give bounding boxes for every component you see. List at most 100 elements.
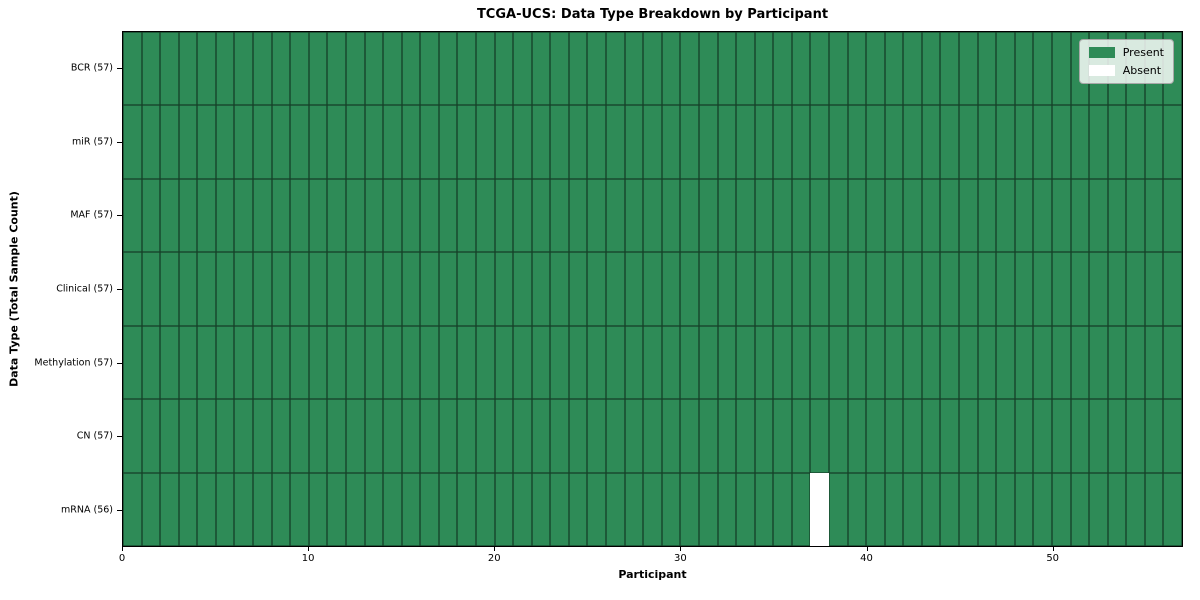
heatmap-cell	[290, 32, 309, 106]
heatmap-cell	[345, 399, 365, 473]
heatmap-cell	[345, 178, 365, 253]
heatmap-cell	[587, 178, 607, 253]
heatmap-cell	[680, 472, 699, 546]
heatmap-cell	[717, 105, 737, 179]
heatmap-cell	[736, 105, 755, 179]
heatmap-cell	[903, 399, 922, 473]
heatmap-cell	[475, 32, 495, 106]
heatmap-cell	[996, 32, 1015, 106]
heatmap-cell	[234, 472, 254, 546]
heatmap-cell	[531, 472, 551, 546]
heatmap-cell	[568, 472, 588, 546]
heatmap-cell	[661, 252, 681, 326]
heatmap-cell	[959, 399, 978, 473]
heatmap-cell	[290, 252, 309, 326]
heatmap-cell	[420, 32, 439, 106]
heatmap-cell	[290, 105, 309, 179]
heatmap-cell	[1089, 178, 1108, 253]
heatmap-cell	[1051, 399, 1071, 473]
heatmap-cell	[568, 325, 588, 400]
heatmap-cell	[123, 325, 142, 400]
heatmap-cell	[1051, 32, 1071, 106]
heatmap-cell	[624, 178, 644, 253]
heatmap-cell	[420, 252, 439, 326]
heatmap-cell	[959, 178, 978, 253]
heatmap-cell	[457, 399, 476, 473]
heatmap-cell	[921, 32, 941, 106]
heatmap-cell	[1014, 325, 1034, 400]
heatmap-cell	[1163, 252, 1182, 326]
heatmap-cell	[550, 105, 569, 179]
heatmap-cell	[828, 178, 848, 253]
heatmap-cell	[1051, 178, 1071, 253]
y-tick-mark	[117, 510, 122, 512]
heatmap-cell	[1107, 178, 1127, 253]
heatmap-cell	[513, 399, 532, 473]
heatmap-cell	[327, 32, 346, 106]
heatmap-cell	[513, 105, 532, 179]
heatmap-cell	[531, 252, 551, 326]
heatmap-cell	[717, 252, 737, 326]
heatmap-cell	[1107, 399, 1127, 473]
heatmap-cell	[680, 178, 699, 253]
heatmap-cell	[884, 472, 904, 546]
heatmap-cell	[401, 399, 421, 473]
heatmap-cell	[698, 32, 718, 106]
heatmap-cell	[606, 178, 625, 253]
heatmap-cell	[1126, 252, 1145, 326]
heatmap-cell	[698, 399, 718, 473]
heatmap-cell	[754, 105, 774, 179]
y-tick-mark	[117, 289, 122, 290]
heatmap-cell	[550, 399, 569, 473]
heatmap-cell	[550, 178, 569, 253]
heatmap-cell	[1033, 399, 1052, 473]
heatmap-cell	[959, 105, 978, 179]
heatmap-cell	[253, 32, 272, 106]
heatmap-cell	[438, 472, 458, 546]
heatmap-cell	[327, 178, 346, 253]
heatmap-cell	[680, 32, 699, 106]
heatmap-cell	[271, 178, 291, 253]
heatmap-cell	[308, 105, 328, 179]
heatmap-cell	[513, 178, 532, 253]
heatmap-cell	[1070, 178, 1090, 253]
heatmap-cell	[494, 252, 514, 326]
heatmap-cell	[698, 325, 718, 400]
heatmap-cell	[420, 325, 439, 400]
y-tick-mark	[117, 141, 122, 143]
heatmap-cell	[661, 325, 681, 400]
heatmap-cell	[1033, 32, 1052, 106]
heatmap-cell	[754, 472, 774, 546]
heatmap-cell	[1014, 472, 1034, 546]
legend-item-present: Present	[1088, 46, 1164, 59]
heatmap-cell	[587, 105, 607, 179]
heatmap-cell	[215, 178, 235, 253]
heatmap-cell	[568, 178, 588, 253]
heatmap-cell	[810, 472, 829, 546]
heatmap-cell	[178, 252, 198, 326]
heatmap-cell	[847, 32, 867, 106]
heatmap-cell	[791, 32, 811, 106]
heatmap-cell	[959, 325, 978, 400]
heatmap-cell	[234, 105, 254, 179]
heatmap-cell	[1089, 105, 1108, 179]
heatmap-cell	[1163, 178, 1182, 253]
heatmap-cell	[828, 252, 848, 326]
heatmap-cell	[773, 399, 792, 473]
heatmap-cell	[123, 472, 142, 546]
heatmap-cell	[568, 252, 588, 326]
heatmap-cell	[160, 105, 179, 179]
heatmap-cell	[791, 252, 811, 326]
heatmap-cell	[866, 32, 885, 106]
heatmap-cell	[903, 32, 922, 106]
heatmap-cell	[866, 399, 885, 473]
heatmap-cell	[253, 252, 272, 326]
heatmap-cell	[921, 252, 941, 326]
heatmap-cell	[866, 178, 885, 253]
heatmap-cell	[866, 252, 885, 326]
heatmap-cell	[345, 105, 365, 179]
heatmap-cell	[884, 325, 904, 400]
heatmap-cell	[364, 472, 384, 546]
heatmap-cell	[698, 105, 718, 179]
heatmap-cell	[810, 105, 829, 179]
